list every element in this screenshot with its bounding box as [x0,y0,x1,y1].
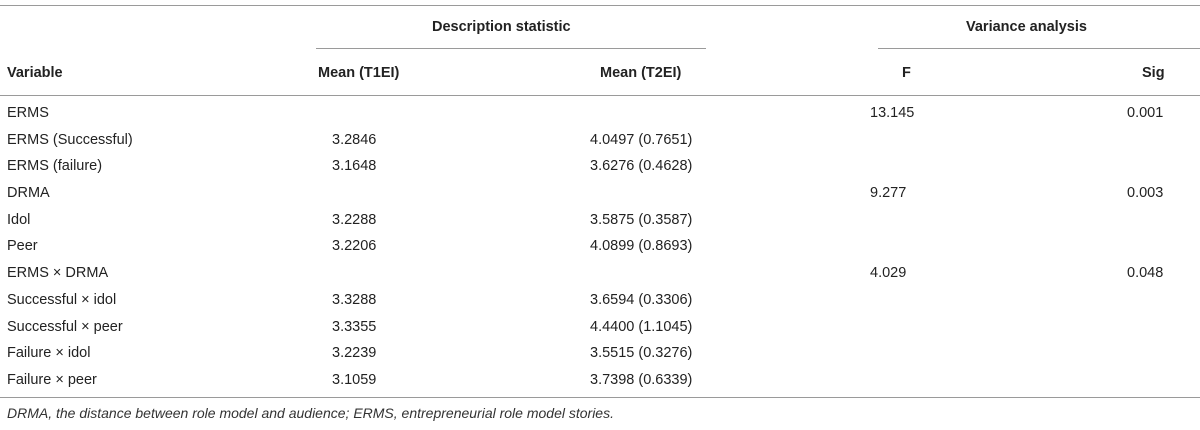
cell-mean-t2: 3.5875 (0.3587) [590,212,693,228]
cell-f: 4.029 [870,265,907,281]
cell-mean-t1: 3.1648 [332,158,377,174]
cell-f: 9.277 [870,185,907,201]
cell-mean-t2: 3.6276 (0.4628) [590,158,693,174]
cell-mean-t1: 3.2239 [332,345,377,361]
cell-variable: Idol [7,212,31,228]
header-bottom-rule [0,95,1200,96]
cell-mean-t2: 4.0899 (0.8693) [590,238,693,254]
table-footnote: DRMA, the distance between role model an… [7,405,614,421]
cell-variable: ERMS × DRMA [7,265,109,281]
cell-mean-t1: 3.3288 [332,292,377,308]
cell-variable: Successful × idol [7,292,117,308]
cell-variable: Peer [7,238,38,254]
cell-mean-t2: 3.6594 (0.3306) [590,292,693,308]
description-group-rule [316,48,706,49]
cell-mean-t1: 3.1059 [332,372,377,388]
cell-variable: ERMS [7,105,49,121]
column-header-mean-t1: Mean (T1EI) [318,65,400,81]
cell-sig: 0.048 [1127,265,1164,281]
column-header-f: F [902,65,911,81]
cell-variable: ERMS (Successful) [7,132,133,148]
cell-sig: 0.001 [1127,105,1164,121]
cell-mean-t1: 3.2846 [332,132,377,148]
cell-mean-t2: 3.5515 (0.3276) [590,345,693,361]
cell-mean-t2: 4.4400 (1.1045) [590,319,693,335]
cell-mean-t2: 4.0497 (0.7651) [590,132,693,148]
variance-group-rule [878,48,1200,49]
cell-mean-t1: 3.2288 [332,212,377,228]
cell-variable: Failure × idol [7,345,91,361]
group-header-variance: Variance analysis [966,19,1087,35]
cell-variable: DRMA [7,185,50,201]
cell-sig: 0.003 [1127,185,1164,201]
cell-variable: ERMS (failure) [7,158,103,174]
top-rule [0,5,1200,6]
column-header-sig: Sig [1142,65,1165,81]
cell-f: 13.145 [870,105,915,121]
group-header-description: Description statistic [432,19,571,35]
cell-mean-t2: 3.7398 (0.6339) [590,372,693,388]
cell-variable: Successful × peer [7,319,123,335]
column-header-mean-t2: Mean (T2EI) [600,65,682,81]
cell-mean-t1: 3.3355 [332,319,377,335]
table-bottom-rule [0,397,1200,398]
cell-mean-t1: 3.2206 [332,238,377,254]
column-header-variable: Variable [7,65,63,81]
cell-variable: Failure × peer [7,372,97,388]
